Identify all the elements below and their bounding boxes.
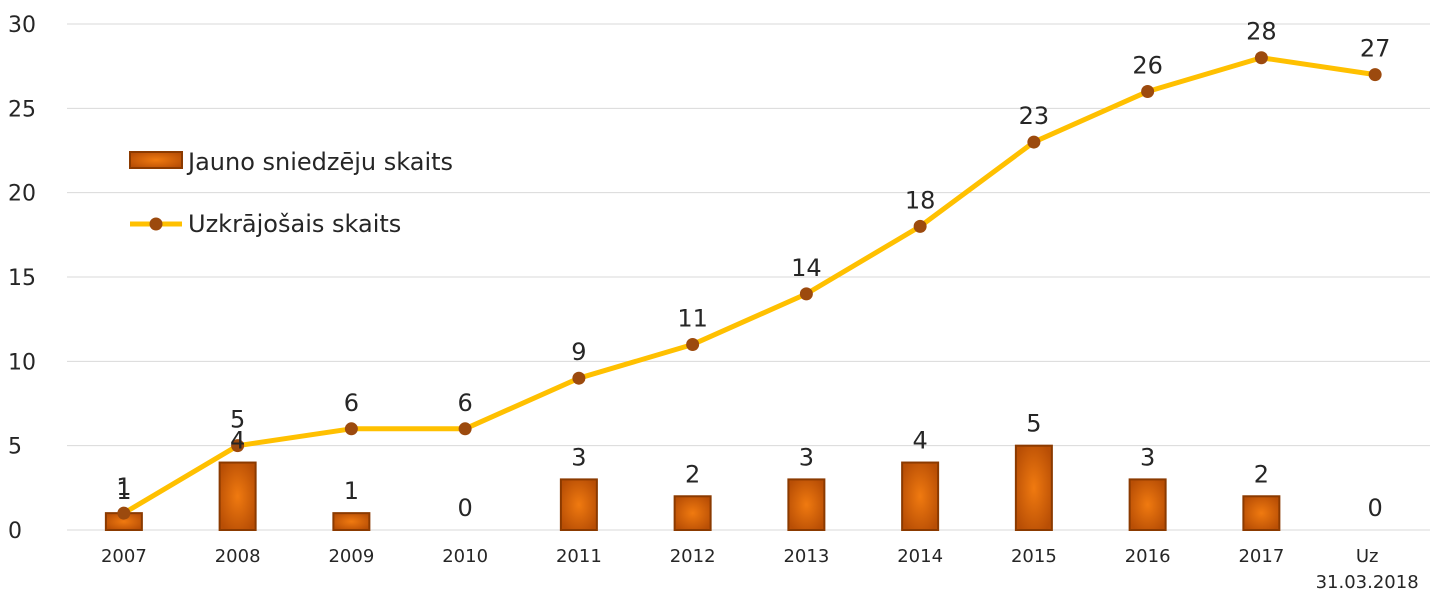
line-marker [1254, 51, 1268, 65]
y-tick-label: 20 [8, 182, 36, 207]
line-data-label: 6 [344, 389, 359, 417]
line-data-label: 28 [1246, 18, 1277, 46]
x-tick-label: 2008 [215, 546, 261, 567]
line-marker [231, 439, 245, 453]
bar [901, 461, 940, 531]
legend-label-bars: Jauno sniedzēju skaits [186, 148, 453, 176]
legend: Jauno sniedzēju skaits Uzkrājošais skaits [129, 148, 453, 238]
bar [1014, 444, 1053, 531]
x-tick-label: 2017 [1238, 546, 1284, 567]
line-data-label: 11 [677, 304, 708, 332]
bar-data-label: 0 [457, 494, 472, 522]
line-marker [799, 287, 813, 301]
y-tick-label: 15 [8, 266, 36, 291]
x-tick-label: 2016 [1125, 546, 1171, 567]
line-data-label: 26 [1132, 51, 1163, 79]
bar [1128, 478, 1167, 531]
x-tick-label: 2014 [897, 546, 943, 567]
y-tick-label: 25 [8, 97, 36, 122]
bar [218, 461, 257, 531]
bar [1242, 495, 1281, 531]
bar-data-label: 1 [344, 477, 359, 505]
line-marker [1141, 84, 1155, 98]
y-tick-label: 10 [8, 350, 36, 375]
line-marker [458, 422, 472, 436]
gridlines [67, 23, 1430, 531]
line-marker [1027, 135, 1041, 149]
line-data-label: 1 [116, 473, 131, 501]
bar [787, 478, 826, 531]
y-tick-label: 30 [8, 13, 36, 38]
line-marker [344, 422, 358, 436]
line-data-label: 18 [905, 186, 936, 214]
line-data-label: 14 [791, 254, 822, 282]
line-data-label: 27 [1360, 35, 1391, 63]
x-tick-label: 2011 [556, 546, 602, 567]
bar [559, 478, 598, 531]
line-marker [686, 337, 700, 351]
bar-data-label: 2 [685, 460, 700, 488]
y-tick-label: 5 [8, 435, 22, 460]
bar-data-label: 4 [230, 427, 245, 455]
x-tick-label: Uz 31.03.2018 [1316, 546, 1419, 591]
line-series [117, 51, 1382, 520]
line-marker [1368, 68, 1382, 82]
line-data-label: 23 [1019, 102, 1050, 130]
line-data-label: 6 [457, 389, 472, 417]
bar [332, 512, 371, 532]
line-marker [572, 371, 586, 385]
x-tick-label: 2012 [670, 546, 716, 567]
x-axis-ticks: 2007 2008 2009 2010 2011 2012 2013 2014 2015 2016… [101, 546, 1419, 591]
x-tick-label: 2013 [783, 546, 829, 567]
line-marker [913, 219, 927, 233]
x-tick-label: 2007 [101, 546, 147, 567]
series-line [121, 55, 1378, 516]
legend-line-marker [149, 217, 163, 231]
line-marker [117, 506, 131, 520]
bar-data-label: 4 [912, 427, 927, 455]
line-data-label: 5 [230, 406, 245, 434]
bar [673, 495, 712, 531]
x-tick-label: 2009 [328, 546, 374, 567]
y-axis-ticks: 0 5 10 15 20 25 30 [8, 13, 36, 544]
y-tick-label: 0 [8, 519, 22, 544]
line-data-label: 9 [571, 338, 586, 366]
legend-label-line: Uzkrājošais skaits [188, 210, 401, 238]
x-tick-label: 2015 [1011, 546, 1057, 567]
bar-data-label: 3 [799, 443, 814, 471]
legend-bar-swatch [129, 151, 183, 169]
bar-data-label: 3 [571, 443, 586, 471]
bar-data-label: 1 [116, 477, 131, 505]
bar-data-label: 5 [1026, 410, 1041, 438]
x-tick-label: 2010 [442, 546, 488, 567]
bar-series [104, 444, 1281, 532]
bar-data-label: 2 [1254, 460, 1269, 488]
bar-data-label: 3 [1140, 443, 1155, 471]
bar-data-label: 0 [1367, 494, 1382, 522]
